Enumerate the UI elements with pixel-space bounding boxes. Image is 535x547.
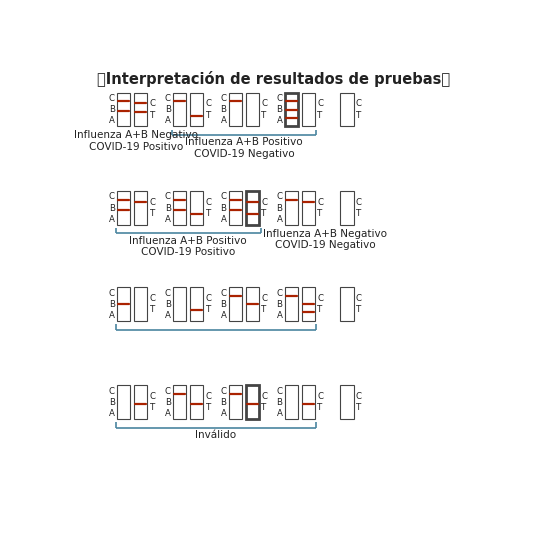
Text: C
T: C T [262,294,268,315]
Text: C
T: C T [262,100,268,120]
Bar [117,287,131,321]
Text: C
T: C T [317,392,323,412]
Text: C
T: C T [150,392,156,412]
Text: C
T: C T [205,100,212,120]
Text: Influenza A+B Negativo
COVID-19 Negativo: Influenza A+B Negativo COVID-19 Negativo [263,229,387,251]
Bar [340,92,354,126]
Text: 【Interpretación de resultados de pruebas】: 【Interpretación de resultados de pruebas… [97,71,450,87]
Bar [173,191,186,225]
Text: C
B
A: C B A [165,387,171,418]
Text: C
T: C T [205,198,212,218]
Text: C
B
A: C B A [220,193,226,224]
Text: C
B
A: C B A [165,193,171,224]
Bar [302,385,315,419]
Text: C
B
A: C B A [165,289,171,320]
Text: C
T: C T [150,100,156,120]
Bar [190,385,203,419]
Bar [246,92,259,126]
Bar [302,287,315,321]
Text: Inválido: Inválido [195,430,236,440]
Text: C
T: C T [356,392,362,412]
Bar [340,385,354,419]
Text: C
B
A: C B A [276,193,282,224]
Text: C
B
A: C B A [220,387,226,418]
Text: C
T: C T [262,198,268,218]
Text: C
B
A: C B A [276,289,282,320]
Text: Influenza A+B Positivo
COVID-19 Positivo: Influenza A+B Positivo COVID-19 Positivo [129,236,247,258]
Text: C
T: C T [150,198,156,218]
Bar [134,385,148,419]
Bar [190,191,203,225]
Bar [246,385,259,419]
Text: C
T: C T [317,294,323,315]
Bar [246,287,259,321]
Text: C
T: C T [356,198,362,218]
Text: C
B
A: C B A [109,193,115,224]
Bar [285,191,298,225]
Bar [134,287,148,321]
Text: C
B
A: C B A [276,387,282,418]
Bar [117,191,131,225]
Bar [173,385,186,419]
Text: C
T: C T [262,392,268,412]
Text: C
T: C T [317,198,323,218]
Text: C
T: C T [356,100,362,120]
Text: Influenza A+B Negativo
COVID-19 Positivo: Influenza A+B Negativo COVID-19 Positivo [74,130,198,152]
Text: C
B
A: C B A [109,94,115,125]
Bar [302,92,315,126]
Text: C
T: C T [150,294,156,315]
Bar [229,385,242,419]
Bar [134,191,148,225]
Text: C
T: C T [205,392,212,412]
Bar [190,287,203,321]
Bar [285,92,298,126]
Bar [173,92,186,126]
Text: C
B
A: C B A [165,94,171,125]
Bar [285,287,298,321]
Text: C
B
A: C B A [220,94,226,125]
Text: Influenza A+B Positivo
COVID-19 Negativo: Influenza A+B Positivo COVID-19 Negativo [185,137,303,159]
Bar [229,92,242,126]
Text: C
T: C T [205,294,212,315]
Text: C
T: C T [317,100,323,120]
Text: C
B
A: C B A [220,289,226,320]
Bar [229,287,242,321]
Text: C
B
A: C B A [109,387,115,418]
Bar [340,191,354,225]
Bar [134,92,148,126]
Bar [285,385,298,419]
Bar [117,92,131,126]
Bar [117,385,131,419]
Text: C
B
A: C B A [109,289,115,320]
Text: C
B
A: C B A [276,94,282,125]
Bar [246,191,259,225]
Bar [302,191,315,225]
Text: C
T: C T [356,294,362,315]
Bar [229,191,242,225]
Bar [190,92,203,126]
Bar [173,287,186,321]
Bar [340,287,354,321]
